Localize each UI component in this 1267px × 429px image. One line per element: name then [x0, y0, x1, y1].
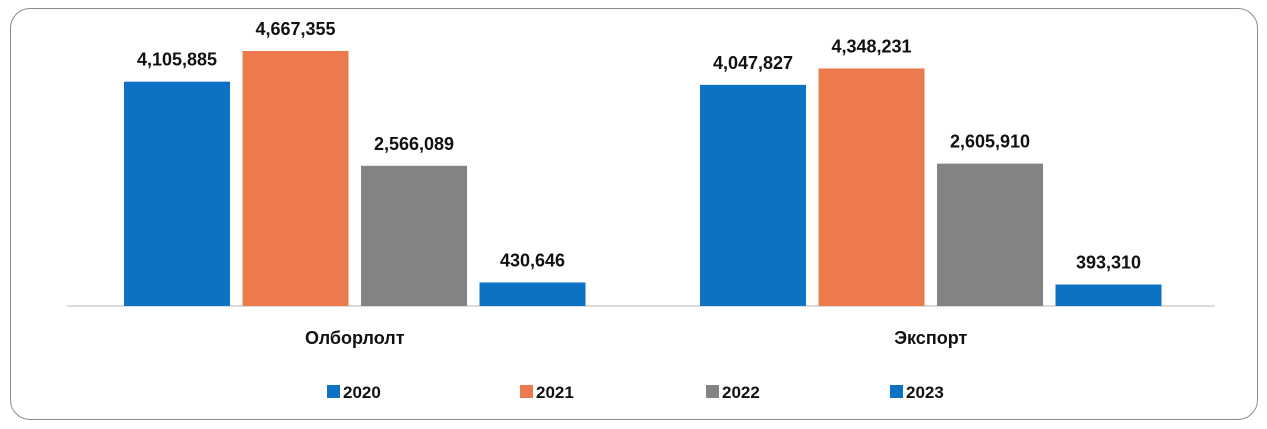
data-label: 4,047,827 — [713, 53, 793, 73]
legend-label: 2022 — [722, 383, 760, 402]
bar-2021-eksport — [818, 68, 925, 306]
bar-2020-eksport — [700, 84, 806, 307]
bar-2022-olborlolt — [361, 165, 467, 306]
data-label: 4,105,885 — [137, 50, 217, 70]
category-label: Олборлолт — [305, 328, 405, 348]
data-label: 393,310 — [1076, 253, 1141, 273]
bar-2021-olborlolt — [242, 51, 349, 306]
data-label: 430,646 — [500, 250, 565, 270]
legend-swatch — [520, 385, 533, 398]
bar-2023-eksport — [1055, 284, 1162, 306]
data-label: 2,605,910 — [950, 132, 1030, 152]
data-label: 4,348,231 — [831, 36, 911, 56]
bar-2020-olborlolt — [124, 81, 230, 306]
legend-swatch — [706, 385, 719, 398]
legend-swatch — [890, 385, 903, 398]
data-label: 4,667,355 — [255, 19, 335, 39]
data-label: 2,566,089 — [374, 134, 454, 154]
legend-swatch — [327, 385, 340, 398]
bar-2022-eksport — [937, 163, 1043, 306]
bar-2023-olborlolt — [479, 282, 586, 306]
legend-label: 2021 — [536, 383, 574, 402]
legend-label: 2023 — [906, 383, 944, 402]
category-label: Экспорт — [894, 328, 967, 348]
legend-label: 2020 — [343, 383, 381, 402]
